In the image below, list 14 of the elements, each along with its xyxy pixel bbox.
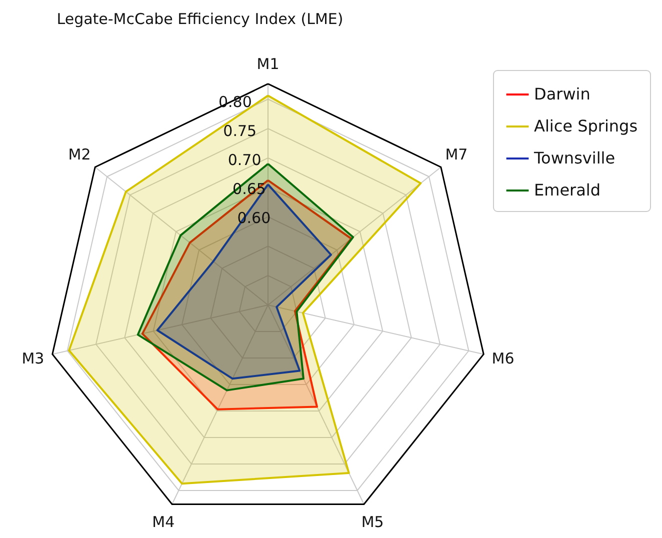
spoke-label: M2: [68, 146, 91, 164]
spoke-label: M5: [361, 513, 384, 532]
spoke-label: M7: [445, 146, 468, 164]
spoke-label: M3: [22, 350, 44, 368]
spoke-label: M1: [256, 54, 280, 73]
legend-label: Alice Springs: [534, 116, 638, 136]
legend-label: Darwin: [534, 84, 590, 104]
legend-label: Townsville: [533, 148, 616, 168]
spoke-label: M4: [152, 513, 175, 532]
legend-label: Emerald: [534, 180, 601, 200]
chart-title: Legate-McCabe Efficiency Index (LME): [56, 10, 344, 28]
y-tick-label: 0.70: [228, 150, 262, 169]
spoke-label: M6: [492, 350, 514, 368]
y-tick-label: 0.75: [223, 122, 257, 140]
